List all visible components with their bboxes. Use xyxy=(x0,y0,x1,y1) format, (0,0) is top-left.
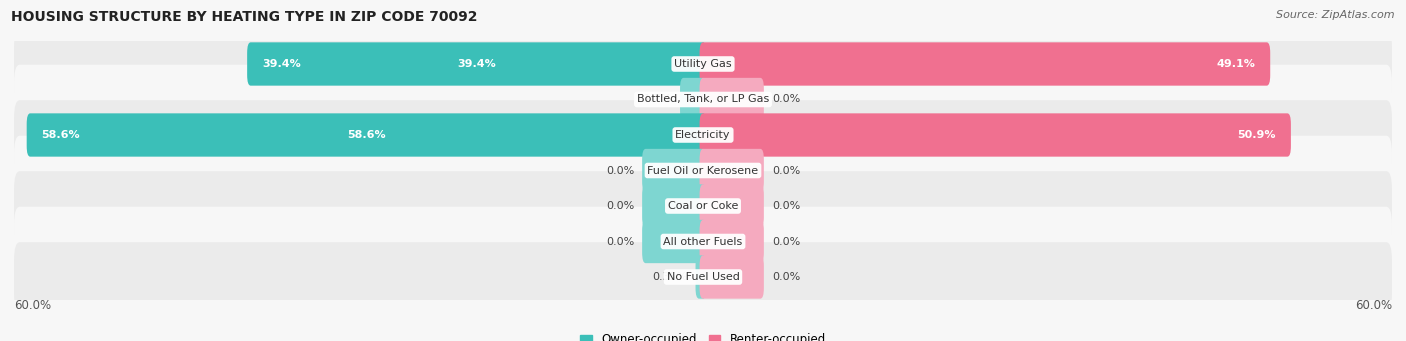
Text: 58.6%: 58.6% xyxy=(42,130,80,140)
FancyBboxPatch shape xyxy=(643,184,706,228)
FancyBboxPatch shape xyxy=(681,78,706,121)
Text: 58.6%: 58.6% xyxy=(347,130,385,140)
Text: No Fuel Used: No Fuel Used xyxy=(666,272,740,282)
FancyBboxPatch shape xyxy=(14,100,1392,170)
Legend: Owner-occupied, Renter-occupied: Owner-occupied, Renter-occupied xyxy=(575,329,831,341)
FancyBboxPatch shape xyxy=(700,149,763,192)
Text: 0.35%: 0.35% xyxy=(652,272,688,282)
FancyBboxPatch shape xyxy=(643,220,706,263)
Text: All other Fuels: All other Fuels xyxy=(664,237,742,247)
Text: 0.0%: 0.0% xyxy=(772,272,800,282)
Text: 0.0%: 0.0% xyxy=(772,165,800,176)
Text: Source: ZipAtlas.com: Source: ZipAtlas.com xyxy=(1277,10,1395,20)
FancyBboxPatch shape xyxy=(700,220,763,263)
FancyBboxPatch shape xyxy=(14,29,1392,99)
Text: 0.0%: 0.0% xyxy=(772,201,800,211)
FancyBboxPatch shape xyxy=(247,42,706,86)
Text: 0.0%: 0.0% xyxy=(772,94,800,104)
FancyBboxPatch shape xyxy=(14,171,1392,241)
FancyBboxPatch shape xyxy=(700,113,1291,157)
Text: Coal or Coke: Coal or Coke xyxy=(668,201,738,211)
Text: Bottled, Tank, or LP Gas: Bottled, Tank, or LP Gas xyxy=(637,94,769,104)
FancyBboxPatch shape xyxy=(700,42,1270,86)
Text: Utility Gas: Utility Gas xyxy=(675,59,731,69)
Text: 1.7%: 1.7% xyxy=(644,94,672,104)
Text: HOUSING STRUCTURE BY HEATING TYPE IN ZIP CODE 70092: HOUSING STRUCTURE BY HEATING TYPE IN ZIP… xyxy=(11,10,478,24)
Text: 0.0%: 0.0% xyxy=(606,201,634,211)
Text: Electricity: Electricity xyxy=(675,130,731,140)
FancyBboxPatch shape xyxy=(14,136,1392,205)
FancyBboxPatch shape xyxy=(700,255,763,299)
Text: 50.9%: 50.9% xyxy=(1237,130,1277,140)
Text: 39.4%: 39.4% xyxy=(262,59,301,69)
FancyBboxPatch shape xyxy=(14,242,1392,312)
Text: 39.4%: 39.4% xyxy=(457,59,496,69)
Text: 0.0%: 0.0% xyxy=(606,237,634,247)
FancyBboxPatch shape xyxy=(27,113,706,157)
Text: 0.0%: 0.0% xyxy=(606,165,634,176)
FancyBboxPatch shape xyxy=(643,149,706,192)
FancyBboxPatch shape xyxy=(700,78,763,121)
FancyBboxPatch shape xyxy=(14,65,1392,134)
Text: 0.0%: 0.0% xyxy=(772,237,800,247)
Text: Fuel Oil or Kerosene: Fuel Oil or Kerosene xyxy=(647,165,759,176)
Text: 60.0%: 60.0% xyxy=(14,299,51,312)
FancyBboxPatch shape xyxy=(700,184,763,228)
Text: 49.1%: 49.1% xyxy=(1216,59,1256,69)
Text: 60.0%: 60.0% xyxy=(1355,299,1392,312)
FancyBboxPatch shape xyxy=(14,207,1392,276)
FancyBboxPatch shape xyxy=(696,255,706,299)
